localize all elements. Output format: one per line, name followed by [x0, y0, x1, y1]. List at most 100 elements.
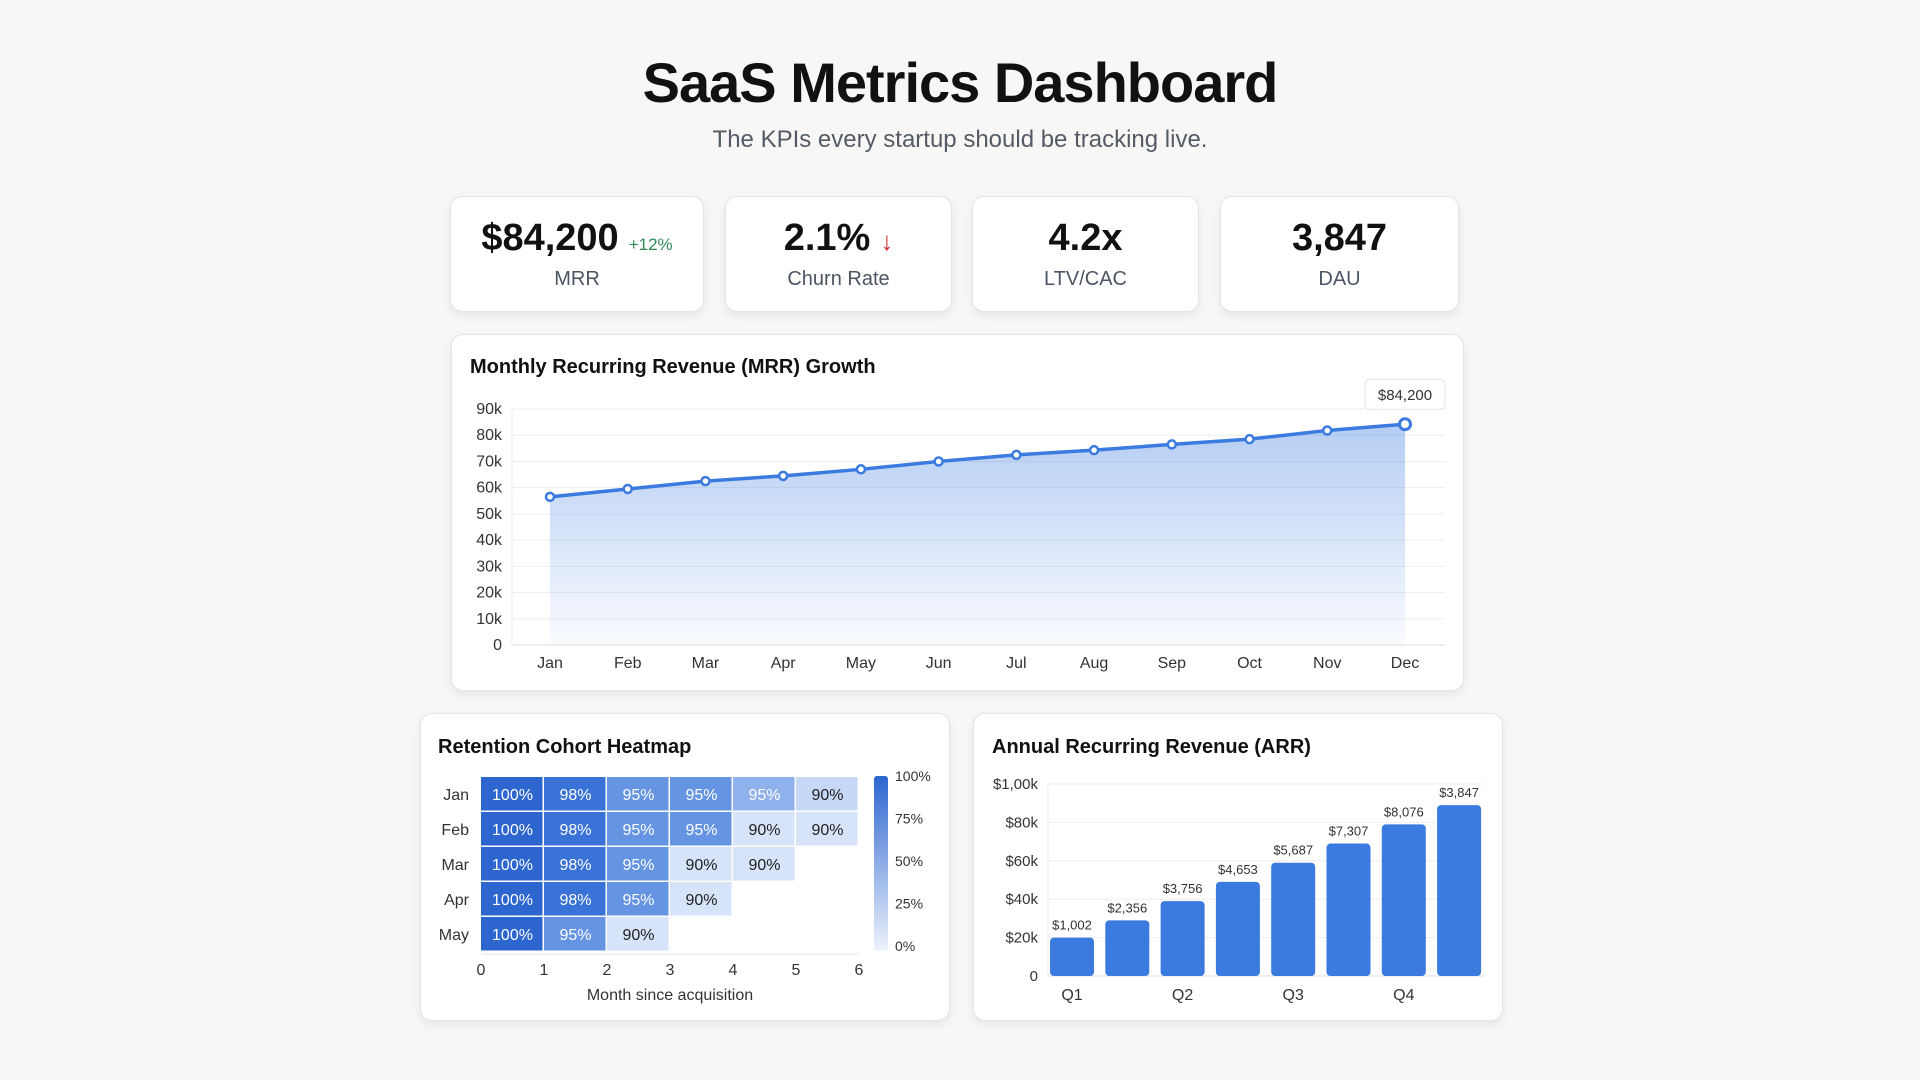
heatmap-cell	[670, 777, 732, 811]
heatmap-cell	[607, 882, 669, 916]
cell-value: 100%	[492, 787, 533, 804]
cell-value: 90%	[748, 857, 780, 874]
heatmap-cell	[481, 812, 543, 846]
bar	[1381, 824, 1426, 976]
x-tick-label: Aug	[1080, 655, 1108, 672]
bar	[1050, 937, 1094, 976]
heatmap-cell	[670, 847, 732, 881]
heatmap-cell	[670, 812, 732, 846]
data-point	[933, 456, 944, 467]
kpi-label: MRR	[554, 268, 600, 290]
y-tick-label: $40k	[1005, 891, 1038, 908]
cell-value: 90%	[811, 787, 843, 804]
bar	[1160, 901, 1205, 976]
heatmap-cell	[481, 847, 543, 881]
cell-value: 90%	[685, 892, 717, 909]
x-tick-label: 4	[729, 962, 738, 979]
data-point	[544, 491, 556, 503]
heatmap-cell	[544, 882, 606, 916]
cell-value: 100%	[492, 892, 533, 909]
x-tick-label: 6	[855, 962, 864, 979]
kpi-change-badge: +12%	[628, 235, 673, 254]
arrow-down-icon: ↓	[880, 226, 894, 256]
y-tick-label: 90k	[476, 401, 503, 418]
cell-value: 90%	[811, 822, 843, 839]
cell-value: 98%	[559, 892, 591, 909]
data-point	[622, 483, 633, 495]
cell-value: 95%	[622, 857, 654, 874]
x-tick-label: Dec	[1391, 655, 1419, 672]
cell-value: 90%	[622, 927, 654, 944]
mrr-chart-card: Monthly Recurring Revenue (MRR) Growth 0…	[451, 334, 1464, 691]
heatmap-cell	[670, 882, 732, 916]
x-tick-label: Q3	[1283, 987, 1304, 1004]
bar-data-label: $7,307	[1329, 824, 1369, 839]
arr-bar-chart: Annual Recurring Revenue (ARR) 0 $20k $40k…	[992, 736, 1484, 1004]
bar	[1437, 805, 1482, 976]
colorbar-tick-label: 75%	[895, 811, 923, 827]
x-tick-label: 0	[477, 962, 486, 979]
colorbar-tick-label: 100%	[895, 768, 931, 784]
data-point	[855, 464, 867, 475]
y-tick-label: $80k	[1005, 814, 1038, 831]
heatmap-cell	[481, 777, 543, 811]
x-axis-label: Month since acquisition	[587, 987, 753, 1004]
y-tick-label: 10k	[476, 611, 503, 628]
x-tick-label: Q4	[1393, 987, 1414, 1004]
heatmap-cell	[607, 847, 669, 881]
row-label: May	[439, 927, 469, 944]
kpi-value: 4.2x	[1048, 217, 1123, 259]
mrr-chart: Monthly Recurring Revenue (MRR) Growth 0…	[470, 356, 1446, 672]
bar	[1105, 920, 1150, 976]
kpi-value: 3,847	[1291, 217, 1388, 259]
cell-value: 100%	[492, 822, 533, 839]
bar-data-label: $3,847	[1439, 785, 1479, 800]
x-tick-label: Jun	[926, 655, 952, 672]
data-point	[1244, 433, 1255, 445]
x-tick-label: 5	[792, 962, 801, 979]
heatmap-cell	[481, 882, 543, 916]
cell-value: 90%	[748, 822, 780, 839]
kpi-card-ltv-cac: 4.2x LTV/CAC	[972, 196, 1199, 312]
row-label: Mar	[441, 857, 469, 874]
x-tick-label: 1	[540, 962, 549, 979]
page-subtitle: The KPIs every startup should be trackin…	[712, 126, 1208, 153]
tooltip-value: $84,200	[1378, 387, 1432, 404]
row-label: Jan	[443, 787, 469, 804]
kpi-label: Churn Rate	[787, 268, 890, 290]
x-tick-label: Mar	[692, 655, 720, 672]
y-tick-label: 20k	[476, 585, 503, 602]
y-tick-label: $1,00k	[993, 776, 1039, 793]
data-point	[700, 475, 711, 487]
data-point	[1398, 417, 1412, 432]
bar	[1215, 881, 1260, 976]
cell-value: 95%	[685, 787, 717, 804]
row-label: Feb	[441, 822, 469, 839]
x-tick-label: Sep	[1158, 655, 1187, 672]
y-tick-label: 0	[493, 637, 502, 654]
bar	[1326, 843, 1371, 976]
heatmap-cell	[544, 777, 606, 811]
bar-data-label: $4,653	[1218, 862, 1258, 877]
kpi-value: $84,200	[481, 217, 619, 259]
y-tick-label: 70k	[476, 453, 503, 470]
kpi-value: 2.1%	[783, 217, 871, 259]
heatmap-cell	[733, 847, 795, 881]
x-tick-label: Jul	[1006, 655, 1026, 672]
bar-data-label: $5,687	[1273, 843, 1313, 858]
cell-value: 90%	[685, 857, 717, 874]
area-fill	[550, 424, 1405, 645]
bar-data-label: $8,076	[1384, 804, 1424, 819]
retention-heatmap-card: Retention Cohort Heatmap Month since acq…	[420, 713, 950, 1021]
heatmap-cell	[544, 847, 606, 881]
y-tick-label: 40k	[476, 532, 503, 549]
series-line	[549, 422, 1406, 499]
cell-value: 98%	[559, 787, 591, 804]
bar-data-label: $2,356	[1107, 900, 1147, 915]
data-point	[1166, 439, 1178, 450]
heatmap-cell	[733, 812, 795, 846]
x-tick-label: 3	[666, 962, 675, 979]
colorbar-tick-label: 0%	[895, 938, 915, 954]
x-tick-label: Q2	[1172, 987, 1193, 1004]
cell-value: 95%	[622, 892, 654, 909]
